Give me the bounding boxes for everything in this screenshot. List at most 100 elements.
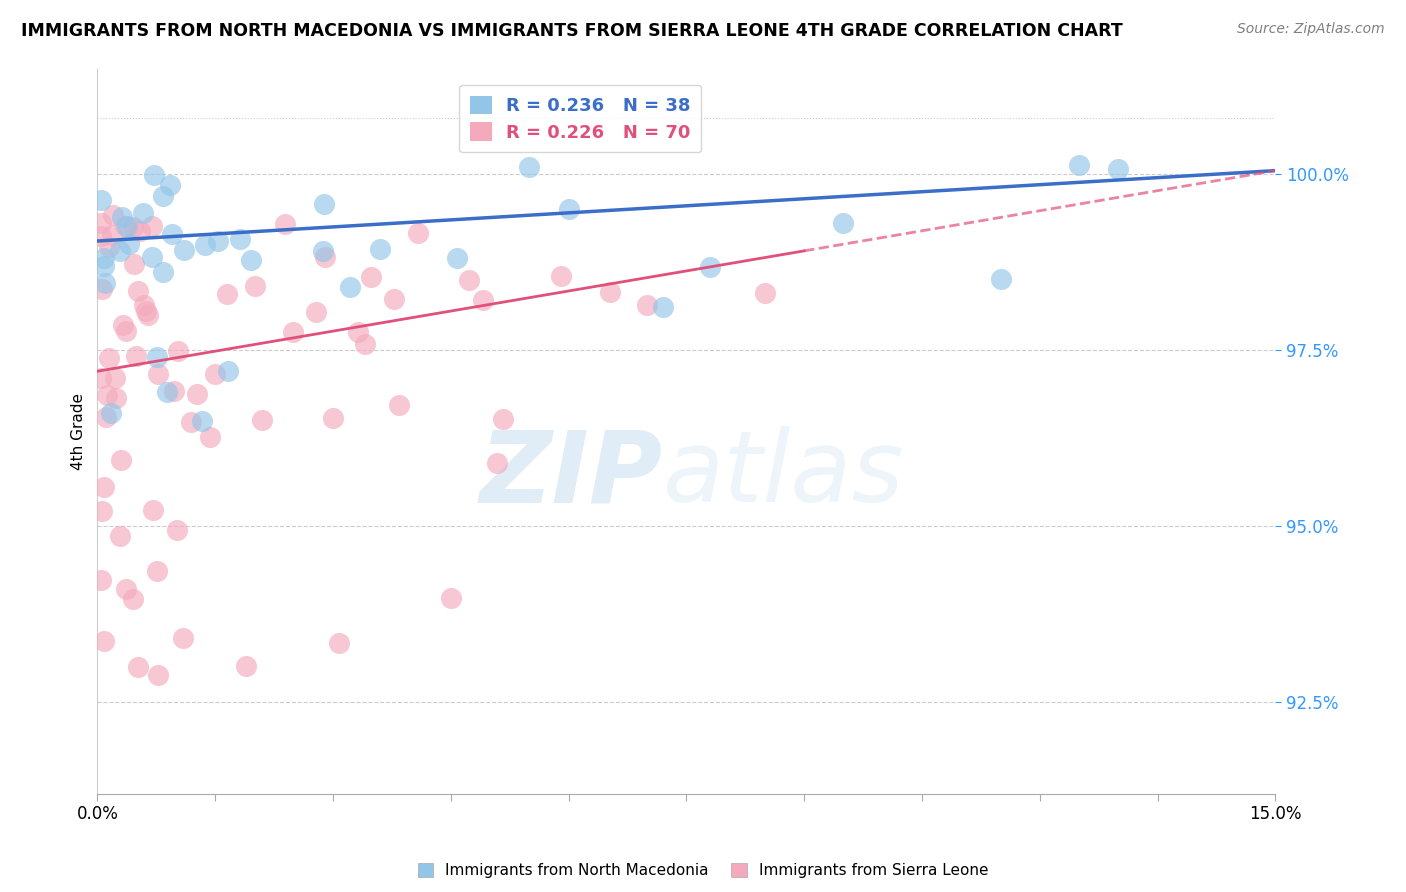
Point (159, 178, 181, 193)
Point (127, 284, 149, 298)
Point (388, 398, 411, 412)
Point (145, 564, 167, 578)
Point (129, 223, 152, 237)
Point (152, 265, 174, 279)
Point (100, 227, 122, 242)
Point (100, 407, 122, 421)
Point (492, 411, 515, 425)
Point (141, 250, 163, 264)
Point (274, 217, 297, 231)
Point (108, 244, 131, 258)
Y-axis label: 4th Grade: 4th Grade (72, 392, 86, 469)
Point (118, 236, 141, 251)
Point (110, 453, 132, 467)
Point (101, 209, 124, 223)
Point (990, 271, 1012, 285)
Point (90, 193, 112, 207)
Point (152, 189, 174, 203)
Point (91, 282, 114, 296)
Point (93, 480, 115, 494)
Point (135, 304, 157, 318)
Point (98, 351, 121, 366)
Point (94, 276, 117, 290)
Point (90, 504, 112, 518)
Point (90, 216, 112, 230)
Point (1067, 159, 1090, 173)
Point (97, 239, 120, 253)
Text: Source: ZipAtlas.com: Source: ZipAtlas.com (1237, 22, 1385, 37)
Point (472, 293, 495, 308)
Point (96, 410, 118, 425)
Point (305, 304, 328, 318)
Legend: R = 0.236   N = 38, R = 0.226   N = 70: R = 0.236 N = 38, R = 0.226 N = 70 (460, 85, 702, 153)
Point (90, 573, 112, 587)
Point (122, 256, 145, 270)
Point (239, 253, 262, 268)
Point (193, 237, 215, 252)
Point (90, 371, 112, 385)
Point (93, 251, 115, 265)
Point (111, 210, 134, 224)
Point (111, 318, 134, 332)
Point (172, 631, 194, 645)
Point (173, 243, 195, 257)
Point (651, 300, 673, 314)
Point (127, 660, 149, 674)
Point (146, 350, 169, 364)
Point (104, 391, 127, 405)
Point (339, 280, 361, 294)
Legend: Immigrants from North Macedonia, Immigrants from Sierra Leone: Immigrants from North Macedonia, Immigra… (412, 857, 994, 884)
Point (166, 523, 188, 537)
Point (312, 244, 335, 258)
Point (243, 279, 266, 293)
Point (90, 228, 112, 243)
Point (186, 386, 208, 401)
Point (446, 252, 468, 266)
Point (104, 371, 127, 385)
Point (122, 592, 145, 607)
Point (215, 287, 238, 301)
Point (217, 364, 239, 378)
Point (131, 206, 153, 220)
Point (368, 242, 391, 256)
Point (125, 350, 148, 364)
Point (115, 582, 138, 596)
Point (156, 385, 179, 400)
Point (322, 411, 344, 425)
Point (207, 234, 229, 248)
Text: atlas: atlas (662, 426, 904, 523)
Point (485, 456, 508, 470)
Point (93, 260, 115, 274)
Point (360, 270, 382, 285)
Point (599, 285, 621, 300)
Point (283, 325, 305, 339)
Point (204, 367, 226, 381)
Point (517, 160, 540, 174)
Point (198, 430, 221, 444)
Point (167, 343, 190, 358)
Point (143, 168, 166, 182)
Point (108, 529, 131, 543)
Point (328, 636, 350, 650)
Point (115, 324, 138, 338)
Point (141, 219, 163, 233)
Point (146, 367, 169, 381)
Point (132, 298, 155, 312)
Point (550, 268, 572, 283)
Point (406, 226, 429, 240)
Point (699, 260, 721, 274)
Point (353, 336, 375, 351)
Point (557, 202, 579, 216)
Point (1107, 161, 1129, 176)
Point (754, 286, 776, 301)
Point (142, 503, 165, 517)
Point (162, 227, 184, 241)
Point (146, 668, 169, 682)
Point (190, 413, 212, 427)
Point (458, 273, 481, 287)
Point (382, 293, 405, 307)
Point (832, 216, 855, 230)
Point (115, 219, 138, 234)
Point (114, 219, 136, 234)
Point (347, 325, 370, 339)
